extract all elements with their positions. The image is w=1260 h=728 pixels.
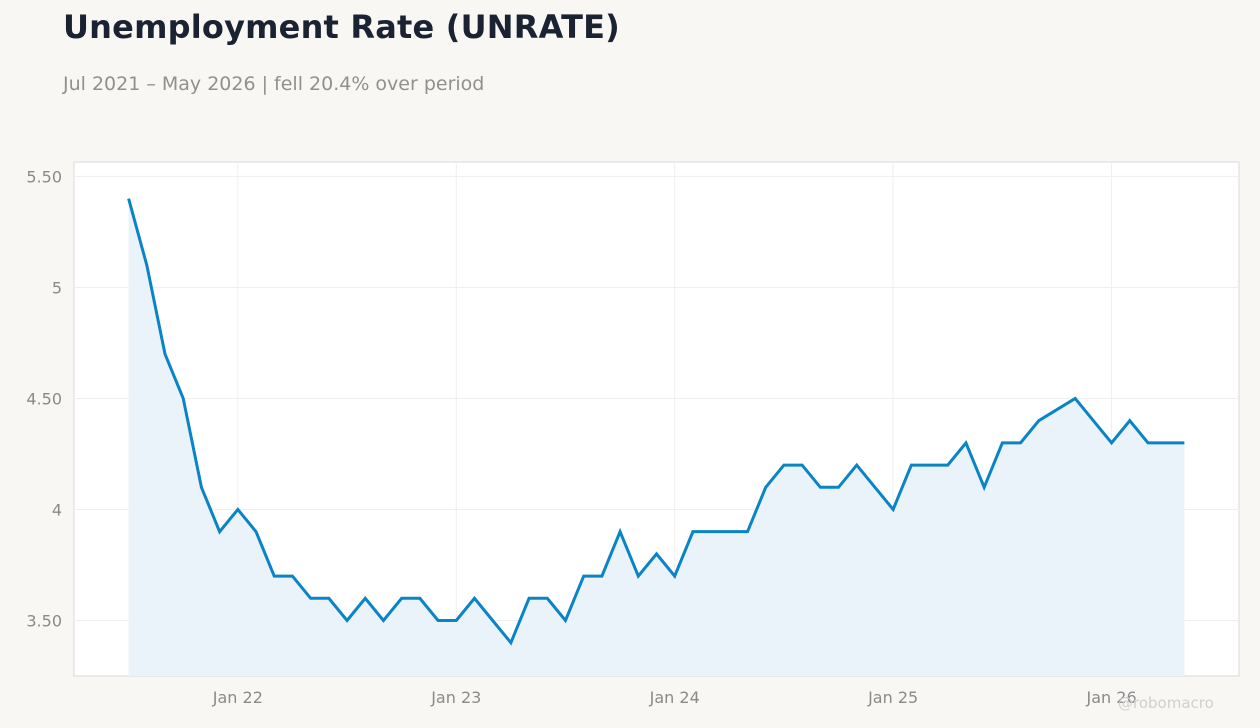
y-tick-label: 5.50 bbox=[26, 167, 62, 186]
area-fill bbox=[128, 198, 1185, 676]
x-tick-label: Jan 25 bbox=[867, 688, 918, 707]
y-tick-label: 4.50 bbox=[26, 389, 62, 408]
y-tick-label: 3.50 bbox=[26, 611, 62, 630]
series-line-path bbox=[127, 198, 1185, 646]
x-tick-label: Jan 22 bbox=[212, 688, 263, 707]
series-area bbox=[128, 198, 1185, 676]
y-tick-label: 5 bbox=[52, 278, 62, 297]
chart-title: Unemployment Rate (UNRATE) bbox=[63, 8, 620, 46]
watermark: @robomacro bbox=[1118, 694, 1214, 712]
x-tick-label: Jan 26 bbox=[1086, 688, 1137, 707]
chart-subtitle: Jul 2021 – May 2026 | fell 20.4% over pe… bbox=[63, 73, 485, 95]
y-tick-label: 4 bbox=[52, 500, 62, 519]
series-line bbox=[127, 198, 1185, 646]
y-axis-ticks: 3.50 4 4.50 5 5.50 bbox=[26, 167, 62, 630]
x-tick-label: Jan 24 bbox=[649, 688, 700, 707]
x-axis-ticks: Jan 22 Jan 23 Jan 24 Jan 25 Jan 26 bbox=[212, 688, 1137, 707]
x-tick-label: Jan 23 bbox=[430, 688, 481, 707]
